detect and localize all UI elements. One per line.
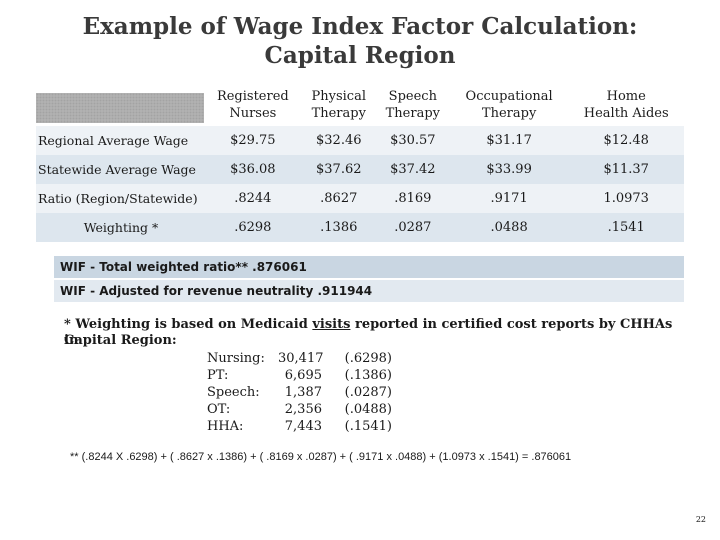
note-text: * Weighting is based on Medicaid xyxy=(64,317,313,332)
table-cell: .1386 xyxy=(301,213,376,242)
header-line: Nurses xyxy=(229,106,277,121)
table-cell: $31.17 xyxy=(449,126,569,155)
visit-count: 6,695 xyxy=(284,368,322,383)
table-row: Weighting * .6298 .1386 .0287 .0488 .154… xyxy=(36,213,684,242)
table-header-row: Registered Nurses Physical Therapy Speech T… xyxy=(36,88,684,126)
header-cell: Speech Therapy xyxy=(376,88,450,126)
header-line: Therapy xyxy=(481,106,537,121)
header-line: Therapy xyxy=(311,106,366,121)
table-cell: .9171 xyxy=(449,184,569,213)
wif-adjusted-bar: WIF - Adjusted for revenue neutrality .9… xyxy=(54,280,684,302)
title-line-2: Capital Region xyxy=(264,42,456,69)
visit-names: Nursing: PT: Speech: OT: HHA: xyxy=(207,350,265,435)
slide-title: Example of Wage Index Factor Calculation… xyxy=(0,12,720,70)
visit-name: PT: xyxy=(207,368,229,383)
visit-name: HHA: xyxy=(207,419,244,434)
header-blank-cell xyxy=(36,88,204,126)
visit-name: Nursing: xyxy=(207,351,265,366)
row-label: Weighting * xyxy=(36,213,204,242)
calculation-formula: ** (.8244 X .6298) + ( .8627 x .1386) + … xyxy=(70,451,572,463)
table-cell: .1541 xyxy=(568,213,684,242)
header-cell: Occupational Therapy xyxy=(450,88,569,126)
table-row: Statewide Average Wage $36.08 $37.62 $37… xyxy=(36,155,684,184)
header-cell: Registered Nurses xyxy=(204,88,302,126)
note-text: reported in certified cost reports by CH… xyxy=(64,317,673,348)
visit-counts: 30,417 6,695 1,387 2,356 7,443 xyxy=(278,350,324,435)
title-line-1: Example of Wage Index Factor Calculation… xyxy=(82,13,638,40)
table-cell: .8169 xyxy=(375,184,450,213)
table-cell: .8627 xyxy=(301,184,376,213)
header-line: Home xyxy=(606,89,646,104)
weighting-note: * Weighting is based on Medicaid visits … xyxy=(64,317,684,349)
visit-name: Speech: xyxy=(207,385,260,400)
table-row: Ratio (Region/Statewide) .8244 .8627 .81… xyxy=(36,184,684,213)
header-band-texture xyxy=(36,93,204,123)
wage-table: Registered Nurses Physical Therapy Speech T… xyxy=(36,88,684,242)
table-cell: .8244 xyxy=(204,184,302,213)
header-cell: Home Health Aides xyxy=(568,88,684,126)
table-cell: $33.99 xyxy=(449,155,569,184)
table-cell: .0488 xyxy=(449,213,569,242)
header-line: Speech xyxy=(388,89,437,104)
visit-weight: (.6298) xyxy=(344,351,392,366)
page-number: 22 xyxy=(695,515,706,524)
visit-weights: (.6298) (.1386) (.0287) (.0488) (.1541) xyxy=(336,350,392,435)
header-line: Registered xyxy=(216,89,289,104)
table-cell: .6298 xyxy=(204,213,302,242)
header-cell: Physical Therapy xyxy=(302,88,376,126)
row-label: Statewide Average Wage xyxy=(36,155,204,184)
header-line: Physical xyxy=(311,89,366,104)
visit-name: OT: xyxy=(207,402,231,417)
note-line-2: Capital Region: xyxy=(64,333,177,348)
header-line: Occupational xyxy=(465,89,553,104)
table-row: Regional Average Wage $29.75 $32.46 $30.… xyxy=(36,126,684,155)
wif-total-bar: WIF - Total weighted ratio** .876061 xyxy=(54,256,684,278)
table-cell: $37.62 xyxy=(301,155,376,184)
visit-count: 7,443 xyxy=(284,419,322,434)
table-cell: $36.08 xyxy=(204,155,302,184)
table-cell: $32.46 xyxy=(301,126,376,155)
visit-weight: (.1386) xyxy=(344,368,392,383)
visit-weight: (.1541) xyxy=(344,419,392,434)
visit-weight: (.0488) xyxy=(344,402,392,417)
visit-count: 1,387 xyxy=(284,385,322,400)
table-cell: $29.75 xyxy=(204,126,302,155)
header-line: Therapy xyxy=(385,106,440,121)
visit-count: 2,356 xyxy=(284,402,322,417)
header-line: Health Aides xyxy=(583,106,669,121)
visit-count: 30,417 xyxy=(278,351,324,366)
table-cell: 1.0973 xyxy=(568,184,684,213)
table-cell: $12.48 xyxy=(568,126,684,155)
visit-weight: (.0287) xyxy=(344,385,392,400)
table-cell: $11.37 xyxy=(568,155,684,184)
table-cell: $30.57 xyxy=(375,126,450,155)
table-cell: $37.42 xyxy=(375,155,450,184)
row-label: Ratio (Region/Statewide) xyxy=(36,184,204,213)
note-visits: visits xyxy=(312,317,351,332)
table-cell: .0287 xyxy=(375,213,450,242)
row-label: Regional Average Wage xyxy=(36,126,204,155)
